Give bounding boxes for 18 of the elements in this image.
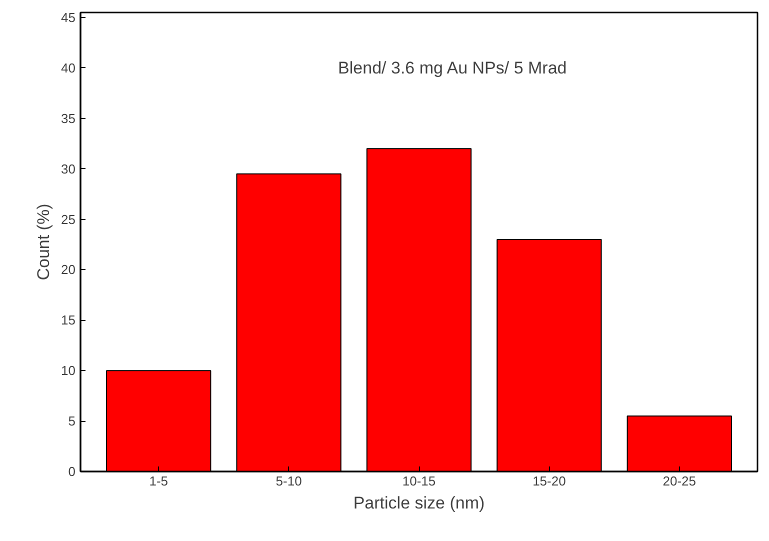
y-tick-label: 45	[61, 10, 76, 26]
x-tick-label: 10-15	[402, 474, 436, 488]
y-tick-label: 10	[61, 363, 76, 378]
y-tick-label: 25	[61, 212, 76, 227]
y-tick-label: 35	[61, 110, 76, 126]
x-tick-label: 20-25	[662, 474, 696, 488]
x-tick-label: 1-5	[149, 474, 168, 488]
y-tick-label: 15	[61, 312, 76, 328]
x-tick-label: 15-20	[532, 474, 566, 488]
y-axis-title: Count (%)	[34, 204, 54, 280]
x-tick-label: 5-10	[276, 474, 302, 488]
y-tick-label: 0	[68, 464, 76, 479]
y-tick-label: 20	[61, 262, 76, 278]
y-tick-label: 5	[68, 414, 76, 429]
y-tick-label: 40	[61, 60, 76, 76]
y-tick-label: 30	[61, 161, 76, 176]
annotation: Blend/ 3.6 mg Au NPs/ 5 Mrad	[338, 58, 567, 78]
x-axis-title: Particle size (nm)	[353, 494, 485, 512]
